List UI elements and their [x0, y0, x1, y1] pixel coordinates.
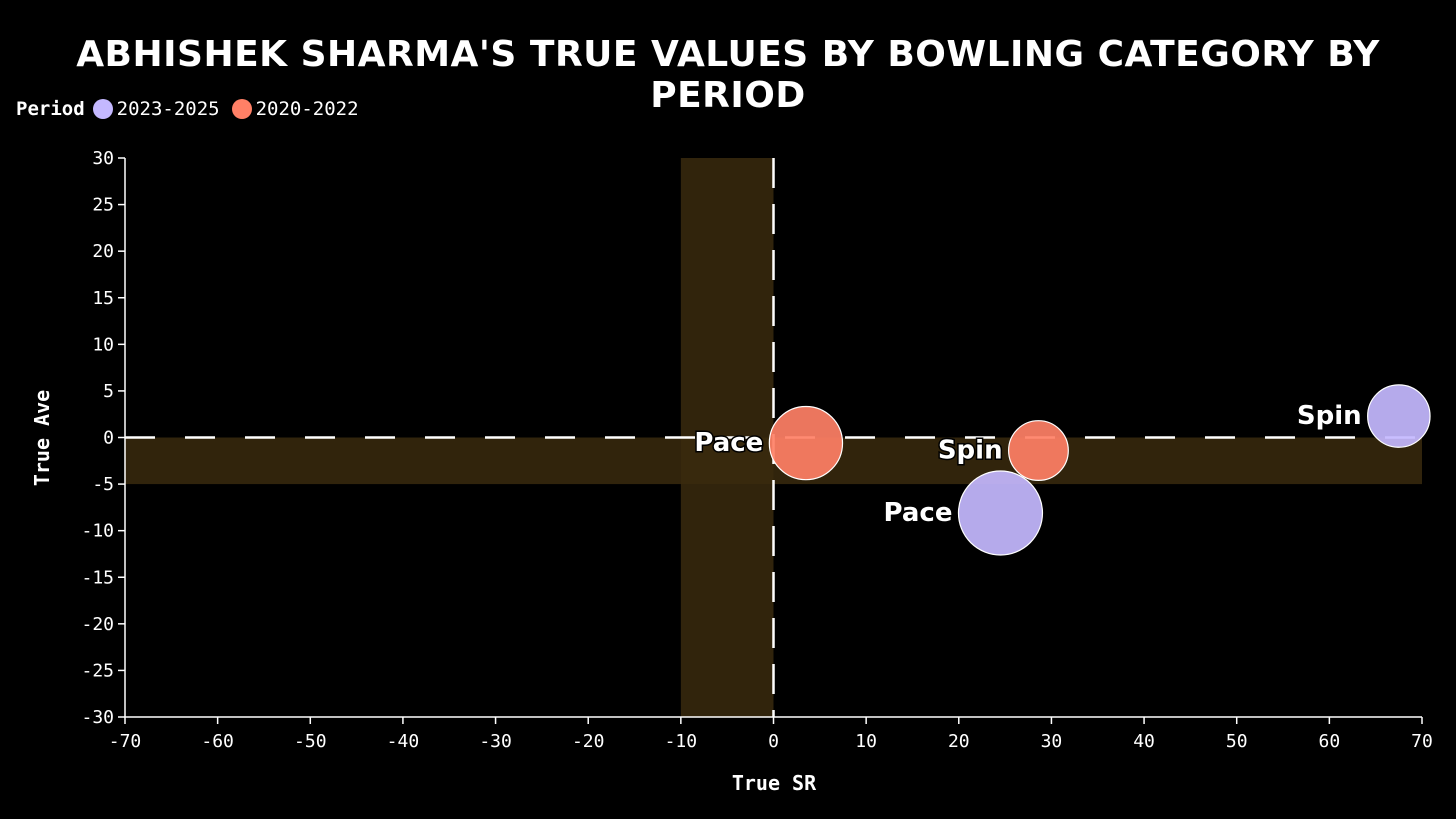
- y-tick-label: 30: [92, 148, 114, 169]
- legend-title: Period: [16, 98, 85, 120]
- point-2020-2022-spin: [1008, 420, 1069, 481]
- point-label-2020-2022-pace: Pace: [694, 428, 763, 458]
- point-2023-2025-pace: [957, 470, 1044, 556]
- y-tick-label: -5: [92, 474, 114, 495]
- y-tick-label: 15: [92, 288, 114, 309]
- legend-swatch-2023-2025: [92, 99, 113, 119]
- y-tick-label: 10: [92, 334, 114, 355]
- y-tick-label: -25: [81, 660, 114, 681]
- x-tick-label: 0: [768, 731, 779, 752]
- data-points: [768, 384, 1431, 556]
- x-axis-label: True SR: [732, 771, 817, 795]
- x-tick-label: -70: [109, 731, 142, 752]
- legend-item-2023-2025: 2023-2025: [92, 98, 220, 120]
- point-label-2023-2025-pace: Pace: [884, 498, 953, 528]
- x-tick-label: -40: [387, 731, 420, 752]
- point-label-2020-2022-spin: Spin: [938, 436, 1003, 466]
- point-label-2023-2025-spin: Spin: [1297, 401, 1362, 431]
- x-tick-label: -10: [665, 731, 698, 752]
- x-tick-label: 60: [1319, 731, 1341, 752]
- y-tick-label: 0: [103, 428, 114, 449]
- x-tick-label: -30: [479, 731, 512, 752]
- point-2020-2022-pace: [768, 405, 844, 481]
- x-tick-label: -20: [572, 731, 605, 752]
- x-tick-label: -50: [294, 731, 327, 752]
- x-tick-label: 30: [1041, 731, 1063, 752]
- x-tick-label: 40: [1133, 731, 1155, 752]
- legend-label-2023-2025: 2023-2025: [116, 98, 220, 120]
- y-tick-label: -20: [81, 614, 114, 635]
- y-tick-label: -10: [81, 521, 114, 542]
- y-axis-label: True Ave: [30, 390, 54, 486]
- legend-item-2020-2022: 2020-2022: [231, 98, 359, 120]
- x-tick-label: 20: [948, 731, 970, 752]
- y-tick-label: -30: [81, 707, 114, 728]
- y-tick-label: 20: [92, 241, 114, 262]
- chart-title: ABHISHEK SHARMA'S TRUE VALUES BY BOWLING…: [76, 34, 1380, 116]
- x-tick-label: -60: [201, 731, 234, 752]
- y-tick-label: -15: [81, 567, 114, 588]
- point-labels: Pace Pace Spin Spin: [693, 400, 1363, 530]
- legend-swatch-2020-2022: [231, 99, 252, 119]
- legend-label-2020-2022: 2020-2022: [255, 98, 359, 120]
- x-tick-label: 50: [1226, 731, 1248, 752]
- legend: Period 2023-2025 2020-2022: [16, 98, 365, 120]
- y-tick-label: 5: [103, 381, 114, 402]
- x-tick-label: 70: [1411, 731, 1433, 752]
- y-tick-label: 25: [92, 195, 114, 216]
- x-tick-label: 10: [855, 731, 877, 752]
- point-2023-2025-spin: [1367, 384, 1431, 448]
